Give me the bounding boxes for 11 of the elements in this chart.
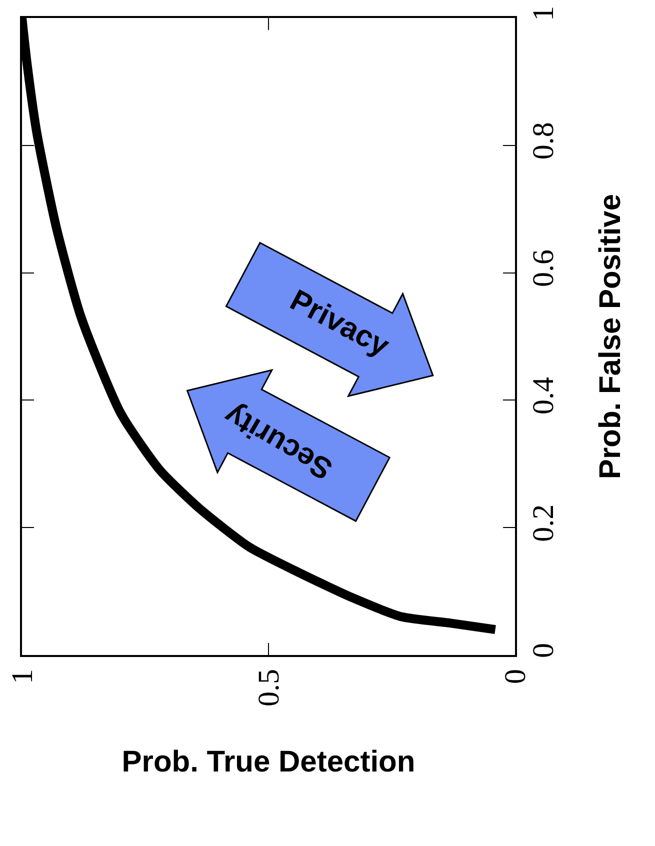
x-tick-label: 0.5 (252, 669, 286, 706)
y-tick-label: 0.6 (527, 250, 560, 288)
y-tick-label: 0 (527, 643, 560, 658)
y-axis-title: Prob. False Positive (594, 194, 627, 480)
y-tick-label: 1 (527, 6, 560, 21)
y-tick-label: 0.8 (527, 122, 560, 160)
y-tick-label: 0.4 (527, 376, 560, 414)
x-tick-label: 0 (498, 669, 532, 684)
x-tick-label: 1 (6, 669, 39, 684)
x-axis-title: Prob. True Detection (122, 746, 416, 778)
y-tick-label: 0.2 (527, 504, 560, 542)
